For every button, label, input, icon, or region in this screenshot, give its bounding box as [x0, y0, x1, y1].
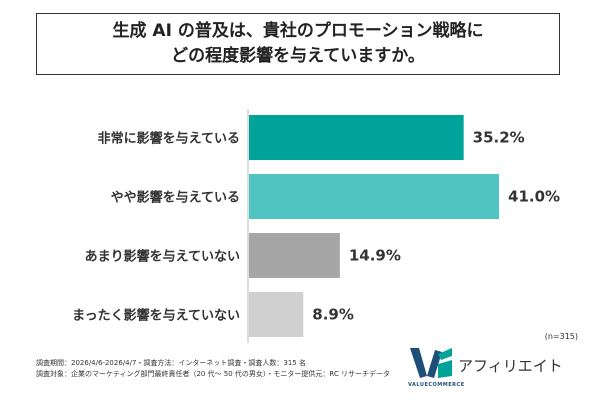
bar-2 — [249, 233, 340, 278]
survey-footer-line2: 調査対象：企業のマーケティング部門最終責任者（20 代〜 50 代の男女）・モニ… — [36, 370, 391, 378]
survey-footer: 調査期間：2026/4/6-2026/4/7・調査方法：インターネット調査・調査… — [36, 358, 390, 380]
value-label-0: 35.2% — [473, 129, 525, 147]
value-label-1: 41.0% — [508, 188, 560, 206]
valuecommerce-logo-mark — [410, 348, 452, 378]
sample-size-note: (n=315) — [544, 332, 578, 341]
value-label-3: 8.9% — [312, 306, 354, 324]
bar-3 — [249, 292, 304, 337]
category-label-1: やや影響を与えている — [111, 190, 240, 206]
bar-1 — [249, 174, 500, 219]
category-label-2: あまり影響を与えていない — [85, 249, 240, 265]
chart-title-line2: どの程度影響を与えていますか。 — [171, 46, 425, 66]
category-label-0: 非常に影響を与えている — [98, 131, 240, 147]
bar-0 — [249, 115, 464, 160]
logo-subtext: VALUECOMMERCE — [408, 382, 465, 388]
valuecommerce-logo: VALUECOMMERCE アフィリエイト — [408, 346, 588, 390]
chart-title-box: 生成 AI の普及は、貴社のプロモーション戦略に どの程度影響を与えていますか。 — [36, 13, 560, 75]
chart-title-line1: 生成 AI の普及は、貴社のプロモーション戦略に — [112, 21, 484, 41]
category-label-3: まったく影響を与えていない — [72, 308, 240, 324]
value-label-2: 14.9% — [349, 247, 401, 265]
logo-text: アフィリエイト — [458, 357, 563, 375]
survey-footer-line1: 調査期間：2026/4/6-2026/4/7・調査方法：インターネット調査・調査… — [36, 359, 306, 367]
